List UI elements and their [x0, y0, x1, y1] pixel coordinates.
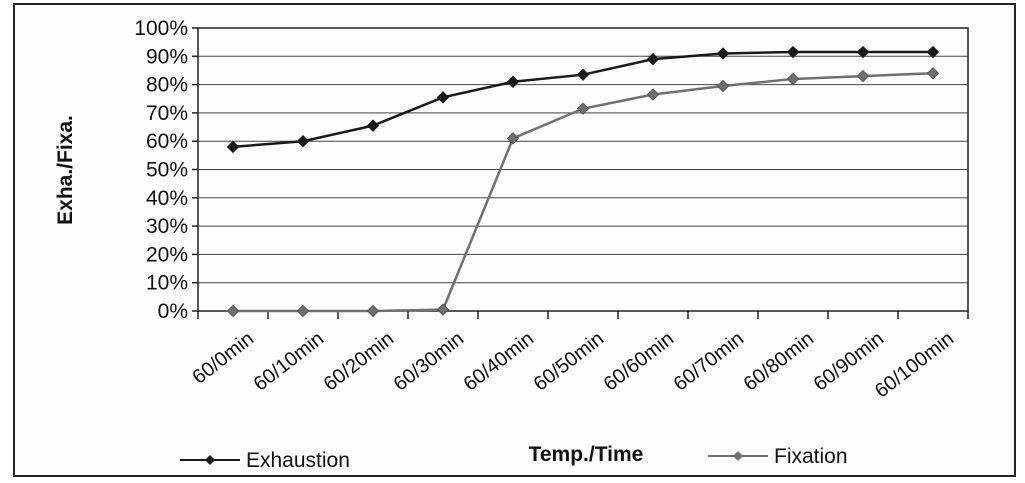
legend-marker-exhaustion [205, 455, 215, 465]
data-point-fixation [366, 304, 380, 318]
x-tick-label: 60/40min [460, 328, 538, 396]
data-point-fixation [226, 304, 240, 318]
y-tick-label: 20% [146, 243, 188, 266]
y-axis-label: Exha./Fixa. [54, 115, 77, 225]
data-point-fixation [506, 132, 520, 145]
x-tick-label: 60/70min [670, 328, 748, 396]
data-point-fixation [436, 303, 450, 316]
data-point-fixation [786, 72, 800, 86]
x-tick-label: 60/30min [390, 328, 468, 396]
data-point-fixation [926, 67, 940, 80]
legend-item-fixation: Fixation [708, 445, 848, 468]
series-line-exhaustion [232, 50, 933, 149]
x-tick-labels: 60/0min60/10min60/20min60/30min60/40min6… [188, 328, 958, 403]
data-point-exhaustion [926, 45, 940, 59]
x-tick-label: 60/0min [188, 328, 258, 389]
axes [192, 27, 969, 319]
data-point-fixation [646, 88, 660, 101]
data-point-fixation [716, 79, 730, 93]
y-tick-label: 0% [158, 300, 188, 323]
data-point-fixation [576, 102, 590, 115]
data-point-exhaustion [646, 52, 660, 66]
legend-label-fixation: Fixation [774, 445, 848, 468]
x-tick-label: 60/50min [530, 328, 608, 396]
x-tick-label: 60/100min [871, 328, 958, 403]
y-tick-label: 80% [146, 74, 188, 97]
legend-label-exhaustion: Exhaustion [246, 449, 350, 472]
data-point-exhaustion [436, 91, 450, 104]
y-tick-label: 70% [146, 102, 188, 125]
data-point-fixation [296, 304, 310, 318]
x-tick-label: 60/80min [740, 328, 818, 396]
legend-item-exhaustion: Exhaustion [180, 449, 350, 472]
data-point-exhaustion [576, 68, 590, 81]
data-point-exhaustion [856, 45, 870, 59]
y-tick-label: 50% [146, 159, 188, 182]
x-tick-label: 60/60min [600, 328, 678, 396]
legend: Exhaustion Fixation [180, 445, 848, 472]
x-tick-label: 60/10min [250, 328, 328, 396]
data-point-exhaustion [296, 134, 310, 148]
x-axis-label: Temp./Time [529, 443, 644, 466]
data-point-exhaustion [226, 140, 240, 154]
data-point-exhaustion [716, 47, 730, 60]
data-points [226, 45, 940, 318]
data-point-fixation [856, 69, 870, 83]
data-point-exhaustion [366, 119, 380, 132]
series-lines [232, 50, 934, 313]
y-tick-label: 40% [146, 187, 188, 210]
legend-marker-fixation [733, 451, 743, 461]
y-tick-label: 30% [146, 215, 188, 238]
x-tick-label: 60/20min [320, 328, 398, 396]
y-tick-label: 90% [146, 45, 188, 68]
data-point-exhaustion [786, 45, 800, 59]
y-tick-label: 10% [146, 272, 188, 295]
y-tick-label: 60% [146, 130, 188, 153]
data-point-exhaustion [506, 75, 520, 88]
y-tick-labels: 0% 10% 20% 30% 40% 50% 60% 70% 80% 90% 100% [134, 17, 188, 323]
y-tick-label: 100% [134, 17, 188, 40]
